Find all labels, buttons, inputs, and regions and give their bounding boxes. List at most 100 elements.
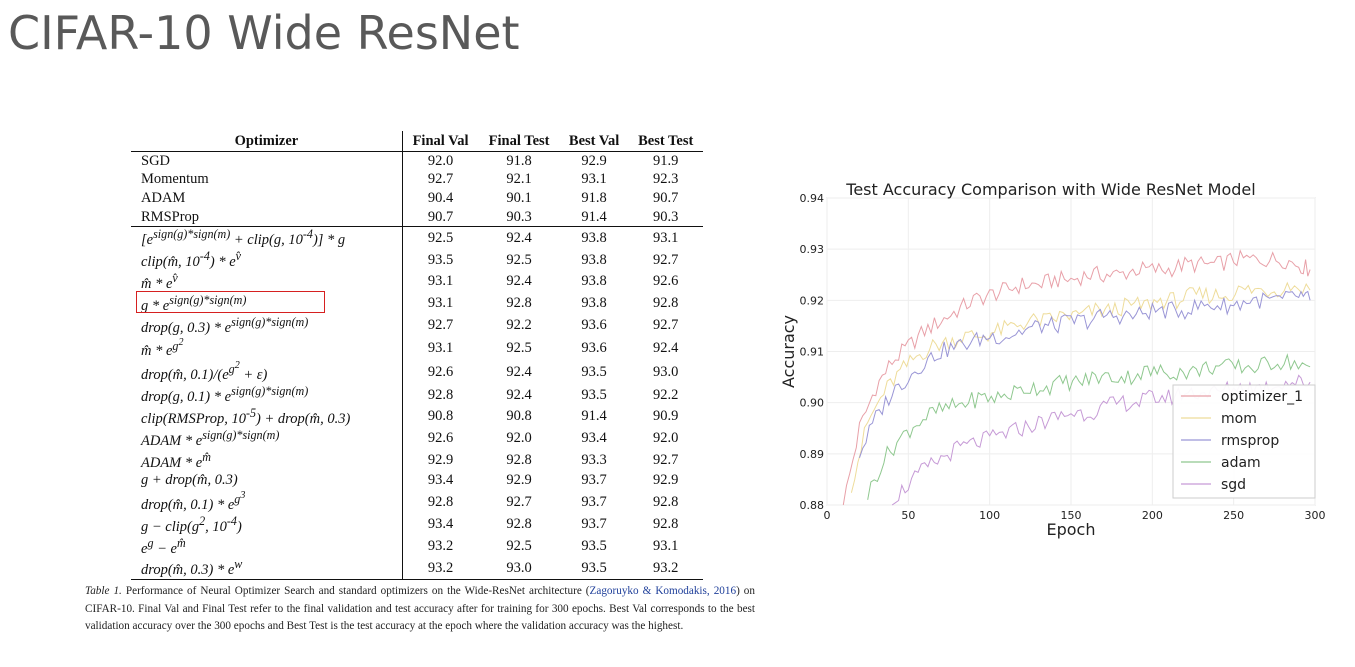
best-test-cell: 93.1 — [653, 538, 679, 555]
best-val-cell: 93.5 — [581, 363, 607, 380]
final-val-cell: 92.9 — [427, 452, 454, 469]
final-test-cell: 92.4 — [506, 363, 532, 380]
final-val-cell: 93.5 — [427, 251, 454, 268]
best-test-cell: 90.9 — [653, 408, 679, 425]
table-caption: Table 1. Performance of Neural Optimizer… — [85, 583, 755, 636]
x-tick-label: 300 — [1305, 509, 1326, 522]
caption-text-1: Performance of Neural Optimizer Search a… — [125, 585, 590, 597]
optimizer-cell: eg − em̂ — [131, 535, 403, 558]
x-tick-label: 200 — [1142, 509, 1163, 522]
chart-svg: 0 50 100 150 200 250 300 0.88 0.89 0.90 0.91 0.92 0.… — [779, 180, 1326, 539]
optimizer-cell: g − clip(g2, 10-4) — [131, 513, 403, 536]
table-row: eg − em̂ 93.2 92.5 93.5 93.1 — [131, 535, 703, 558]
legend-label-mom: mom — [1221, 411, 1257, 427]
optimizer-cell: g + drop(m̂, 0.3) — [131, 471, 403, 491]
table-row: ADAM 90.4 90.1 91.8 90.7 — [131, 189, 703, 208]
best-test-cell: 92.9 — [653, 472, 679, 489]
table-row: clip(m̂, 10-4) * ev̂ 93.5 92.5 93.8 92.7 — [131, 249, 703, 272]
column-header-final-test: Final Test — [478, 131, 560, 152]
best-val-cell: 93.5 — [581, 538, 607, 555]
legend-label-rmsprop: rmsprop — [1221, 433, 1279, 449]
caption-label: Table 1. — [85, 585, 122, 597]
table-row: drop(m̂, 0.3) * ew 93.2 93.0 93.5 93.2 — [131, 557, 703, 581]
final-test-cell: 92.9 — [506, 472, 532, 489]
legend-box — [1172, 384, 1316, 499]
best-val-cell: 93.5 — [559, 557, 629, 581]
final-test-cell: 90.8 — [506, 408, 532, 425]
optimizer-cell: m̂ * ev̂ — [131, 271, 403, 293]
optimizer-cell: Momentum — [131, 170, 403, 190]
series-line-optimizer_1 — [842, 249, 1311, 506]
final-test-cell: 92.8 — [506, 295, 532, 312]
table-row: clip(RMSProp, 10-5) + drop(m̂, 0.3) 90.8 9… — [131, 406, 703, 428]
column-header-final-val: Final Val — [402, 131, 479, 152]
table-row: drop(m̂, 0.1) * eg3 92.8 92.7 93.7 92.8 — [131, 490, 703, 514]
optimizer-cell: ADAM * esign(g)*sign(m) — [131, 427, 403, 450]
table-row: drop(g, 0.1) * esign(g)*sign(m) 92.8 92.4 9… — [131, 384, 703, 407]
table-row: drop(g, 0.3) * esign(g)*sign(m) 92.7 92.2 9… — [131, 314, 703, 337]
best-val-cell: 93.6 — [581, 317, 607, 334]
y-tick-label: 0.90 — [800, 397, 825, 410]
final-test-cell: 92.4 — [506, 386, 532, 403]
best-val-cell: 93.4 — [581, 430, 607, 447]
final-val-cell: 92.7 — [427, 317, 454, 334]
accuracy-chart: 0 50 100 150 200 250 300 0.88 0.89 0.90 0.91 0.92 0.… — [770, 178, 1355, 540]
table-row: RMSProp 90.7 90.3 91.4 90.3 — [131, 207, 703, 227]
best-test-cell: 92.4 — [653, 339, 679, 356]
caption-citation[interactable]: Zagoruyko & Komodakis, 2016 — [589, 585, 737, 597]
optimizer-cell: drop(g, 0.3) * esign(g)*sign(m) — [131, 314, 403, 337]
best-val-cell: 93.8 — [581, 295, 607, 312]
final-val-cell: 92.6 — [427, 363, 454, 380]
best-test-cell: 92.7 — [653, 251, 679, 268]
table-row: SGD 92.0 91.8 92.9 91.9 — [131, 151, 703, 171]
final-test-cell: 92.4 — [478, 226, 560, 250]
optimizer-cell: drop(g, 0.1) * esign(g)*sign(m) — [131, 384, 403, 407]
highlight-box — [136, 291, 325, 313]
table-row: Momentum 92.7 92.1 93.1 92.3 — [131, 170, 703, 190]
x-tick-label: 0 — [824, 509, 831, 522]
optimizer-cell: drop(m̂, 0.1)/(eg2 + ε) — [131, 360, 403, 385]
best-test-cell: 92.8 — [653, 516, 679, 533]
final-val-cell: 93.1 — [427, 273, 454, 290]
best-val-cell: 91.4 — [581, 208, 607, 225]
y-axis-label: Accuracy — [779, 315, 798, 388]
best-test-cell: 92.7 — [653, 317, 679, 334]
caption-text-2: ) on CIFAR-10. Final Val and Final Test … — [85, 585, 755, 632]
table-body: SGD 92.0 91.8 92.9 91.9 Momentum 92.7 92.1 93.1 9… — [131, 151, 703, 581]
final-val-cell: 90.8 — [427, 408, 454, 425]
optimizer-cell: m̂ * eg2 — [131, 336, 403, 361]
optimizer-cell: [esign(g)*sign(m) + clip(g, 10-4)] * g — [131, 226, 403, 250]
table-row: drop(m̂, 0.1)/(eg2 + ε) 92.6 92.4 93.5 93.0 — [131, 360, 703, 385]
best-val-cell: 93.3 — [581, 452, 607, 469]
table-header-row: Optimizer Final Val Final Test Best Val … — [131, 131, 703, 152]
final-val-cell: 90.4 — [427, 189, 454, 206]
final-test-cell: 93.0 — [478, 557, 560, 581]
optimizer-cell: SGD — [131, 151, 403, 171]
x-tick-label: 100 — [979, 509, 1000, 522]
best-test-cell: 92.3 — [653, 171, 679, 188]
optimizer-cell: RMSProp — [131, 207, 403, 227]
optimizer-cell: clip(m̂, 10-4) * ev̂ — [131, 249, 403, 272]
optimizer-cell: drop(m̂, 0.3) * ew — [131, 557, 403, 581]
final-test-cell: 92.5 — [506, 538, 532, 555]
legend-label-sgd: sgd — [1221, 477, 1246, 493]
best-val-cell: 93.6 — [581, 339, 607, 356]
best-val-cell: 93.8 — [559, 226, 629, 250]
series-line-adam — [867, 353, 1311, 500]
final-val-cell: 93.1 — [427, 295, 454, 312]
final-test-cell: 92.8 — [506, 452, 532, 469]
optimizer-cell: drop(m̂, 0.1) * eg3 — [131, 490, 403, 514]
final-test-cell: 92.5 — [506, 251, 532, 268]
final-val-cell: 92.8 — [427, 493, 454, 510]
final-val-cell: 92.8 — [427, 386, 454, 403]
final-val-cell: 92.0 — [427, 152, 454, 169]
best-val-cell: 93.7 — [581, 472, 607, 489]
y-tick-label: 0.88 — [800, 499, 825, 512]
optimizer-cell: clip(RMSProp, 10-5) + drop(m̂, 0.3) — [131, 406, 403, 428]
best-val-cell: 93.1 — [581, 171, 607, 188]
best-test-cell: 92.7 — [653, 452, 679, 469]
final-val-cell: 93.4 — [427, 516, 454, 533]
best-val-cell: 92.9 — [581, 152, 607, 169]
final-val-cell: 92.6 — [427, 430, 454, 447]
best-test-cell: 92.0 — [653, 430, 679, 447]
